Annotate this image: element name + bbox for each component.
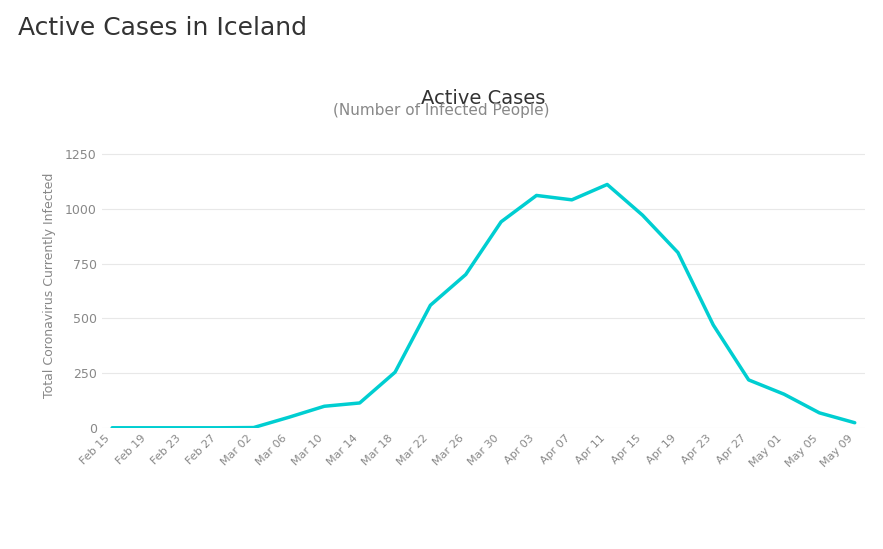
Text: (Number of Infected People): (Number of Infected People) <box>333 103 550 118</box>
Title: Active Cases: Active Cases <box>421 89 546 108</box>
Y-axis label: Total Coronavirus Currently Infected: Total Coronavirus Currently Infected <box>43 173 57 398</box>
Text: Active Cases in Iceland: Active Cases in Iceland <box>18 16 306 41</box>
